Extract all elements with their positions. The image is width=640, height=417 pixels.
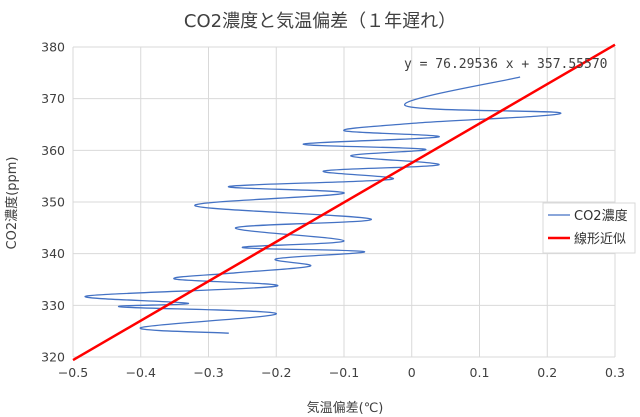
y-tick-label: 370	[41, 91, 65, 106]
legend-label-fit: 線形近似	[574, 231, 626, 247]
legend-box	[542, 202, 636, 254]
legend: CO2濃度 線形近似	[542, 202, 636, 254]
regression-equation: y = 76.29536 x + 357.55570	[404, 57, 608, 72]
x-tick-label: 0	[408, 365, 416, 380]
x-tick-label: 0.2	[537, 365, 557, 380]
legend-label-co2: CO2濃度	[574, 208, 628, 224]
trendline-linear-fit	[72, 43, 616, 362]
series-line-co2	[84, 76, 562, 334]
tick-labels: 320 330 340 350 360 370 380 −0.5 −0.4 −0.3 −0.2 −0.…	[41, 40, 625, 381]
x-tick-label: −0.4	[126, 365, 156, 380]
x-tick-label: −0.5	[58, 365, 88, 380]
x-tick-label: −0.1	[329, 365, 359, 380]
y-tick-label: 360	[41, 143, 65, 158]
x-tick-label: −0.2	[261, 365, 291, 380]
y-tick-label: 350	[41, 195, 65, 210]
chart-title: CO2濃度と気温偏差（１年遅れ）	[184, 11, 456, 32]
y-tick-label: 380	[41, 40, 65, 55]
x-tick-label: 0.3	[605, 365, 625, 380]
y-tick-label: 330	[41, 298, 65, 313]
y-axis-title: CO2濃度(ppm)	[4, 157, 20, 250]
x-axis-title: 気温偏差(℃)	[307, 400, 384, 416]
series-layer	[72, 43, 616, 362]
y-tick-label: 320	[41, 350, 65, 365]
y-tick-label: 340	[41, 246, 65, 261]
x-tick-label: 0.1	[470, 365, 490, 380]
x-tick-label: −0.3	[193, 365, 223, 380]
